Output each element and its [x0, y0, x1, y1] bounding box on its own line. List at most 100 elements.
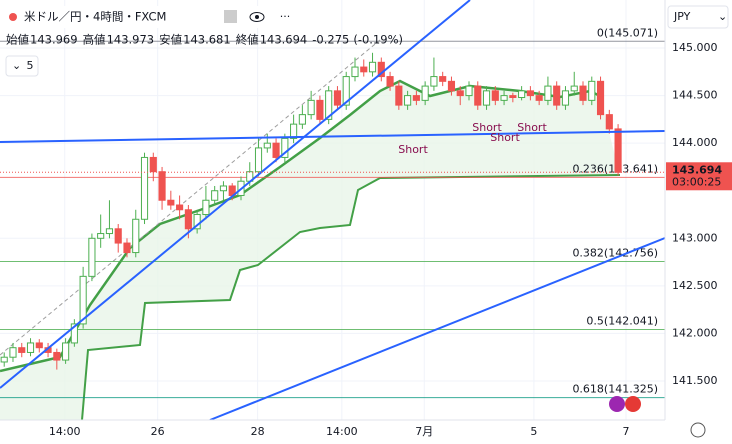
ohlc-row: 始値 143.969 高値 143.973 安値 143.681 終値 143.694 -0.2… [6, 33, 403, 47]
candle-body [342, 76, 350, 106]
last-price-tag [666, 162, 732, 191]
candle-body [535, 95, 543, 101]
y-tick-label: 143.000 [672, 231, 718, 244]
candle-body [105, 228, 114, 235]
candle-body [70, 323, 78, 344]
event-icon[interactable] [625, 396, 641, 412]
y-tick-label: 142.000 [672, 326, 718, 339]
candle-body [132, 218, 140, 254]
annotation: Short [398, 143, 428, 156]
ohlc-text: -0.275 [312, 33, 349, 47]
indicator-count: 5 [27, 59, 34, 72]
ohlc-text: 143.969 [30, 33, 78, 47]
candle-body [184, 209, 192, 230]
candle-body [500, 95, 508, 101]
candle-body [447, 80, 456, 92]
candle-body [395, 85, 403, 106]
candle-body [0, 356, 8, 363]
price-axis [665, 0, 732, 444]
candle-body [26, 342, 35, 353]
candle-body [526, 90, 534, 97]
ohlc-text: 始値 [6, 33, 29, 47]
ohlc-text: 終値 [236, 33, 259, 47]
candle-body [614, 128, 622, 173]
candle-body [88, 237, 96, 277]
candle-body [114, 228, 122, 244]
candle-body [123, 242, 131, 254]
candle-body [404, 95, 412, 106]
candle-body [325, 90, 333, 120]
fib-label: 0.5(142.041) [586, 315, 658, 328]
ohlc-text: 143.694 [260, 33, 308, 47]
candle-body [281, 137, 289, 158]
fib-label: 0(145.071) [597, 26, 658, 39]
candle-body [158, 171, 166, 201]
eye-icon [255, 15, 259, 19]
y-tick-label: 141.500 [672, 374, 718, 387]
event-icon[interactable] [609, 396, 625, 412]
annotation: Short [517, 121, 547, 134]
last-price: 143.694 [672, 163, 722, 176]
icon[interactable] [224, 10, 237, 23]
fib-levels: 0(145.071)0.236(143.641)0.382(142.756)0.… [0, 26, 665, 399]
ohlc-text: 高値 [83, 33, 106, 47]
candle-body [430, 76, 438, 87]
candle-body [202, 199, 210, 216]
x-tick-label: 14:00 [49, 425, 81, 438]
candle-body [333, 90, 342, 106]
annotation: Short [490, 131, 520, 144]
candle-body [509, 95, 517, 99]
candle-body [368, 61, 377, 73]
candle-body [254, 147, 263, 173]
candle-body [219, 185, 228, 192]
y-tick-label: 144.000 [672, 136, 718, 149]
candle-body [167, 199, 175, 206]
candle-body [386, 76, 394, 87]
candle-body [263, 142, 271, 149]
candle-body [439, 76, 447, 82]
moving-average [0, 79, 601, 373]
ohlc-text: 143.973 [107, 33, 155, 47]
dashed-guide [0, 39, 381, 356]
settings-icon[interactable] [690, 422, 706, 438]
candle-body [211, 190, 219, 201]
candle-body [53, 351, 61, 361]
candle-body [482, 90, 491, 106]
candle-body [351, 66, 359, 78]
candle-body [35, 342, 43, 349]
trend-line [209, 237, 666, 421]
candle-body [272, 142, 280, 158]
axes: 141.500 142.000 142.500 143.000 144.000 144.5… [0, 41, 732, 438]
y-tick-label: 145.000 [672, 41, 718, 54]
candle-body [474, 85, 482, 106]
x-tick-label: 7月 [415, 425, 433, 438]
lagging-line [81, 174, 621, 421]
ohlc-text: 143.681 [183, 33, 231, 47]
y-tick-label: 144.500 [672, 89, 718, 102]
candle-body [298, 114, 306, 125]
candle-body [79, 275, 87, 325]
currency: JPY [673, 10, 691, 23]
eye-icon[interactable] [249, 12, 265, 22]
candle-body [140, 156, 149, 220]
cloud-area [0, 81, 620, 420]
candle-body [316, 99, 324, 120]
candle-body [570, 85, 578, 92]
indicator-toggle[interactable] [5, 55, 39, 77]
candle-body [544, 85, 552, 101]
currency-select[interactable] [667, 5, 729, 29]
candle-body [596, 80, 605, 116]
candle-body [579, 85, 587, 101]
candle-body [9, 347, 17, 358]
candle-body [307, 99, 315, 116]
candle-body [456, 90, 464, 97]
candle-body [62, 342, 70, 361]
more-icon[interactable]: ··· [280, 10, 291, 23]
x-tick-label: 26 [151, 425, 165, 438]
symbol-title: 米ドル／円・4時間・FXCM [24, 10, 166, 24]
candle-body [176, 204, 184, 211]
candle-body [465, 85, 473, 97]
candle-body [553, 85, 561, 106]
